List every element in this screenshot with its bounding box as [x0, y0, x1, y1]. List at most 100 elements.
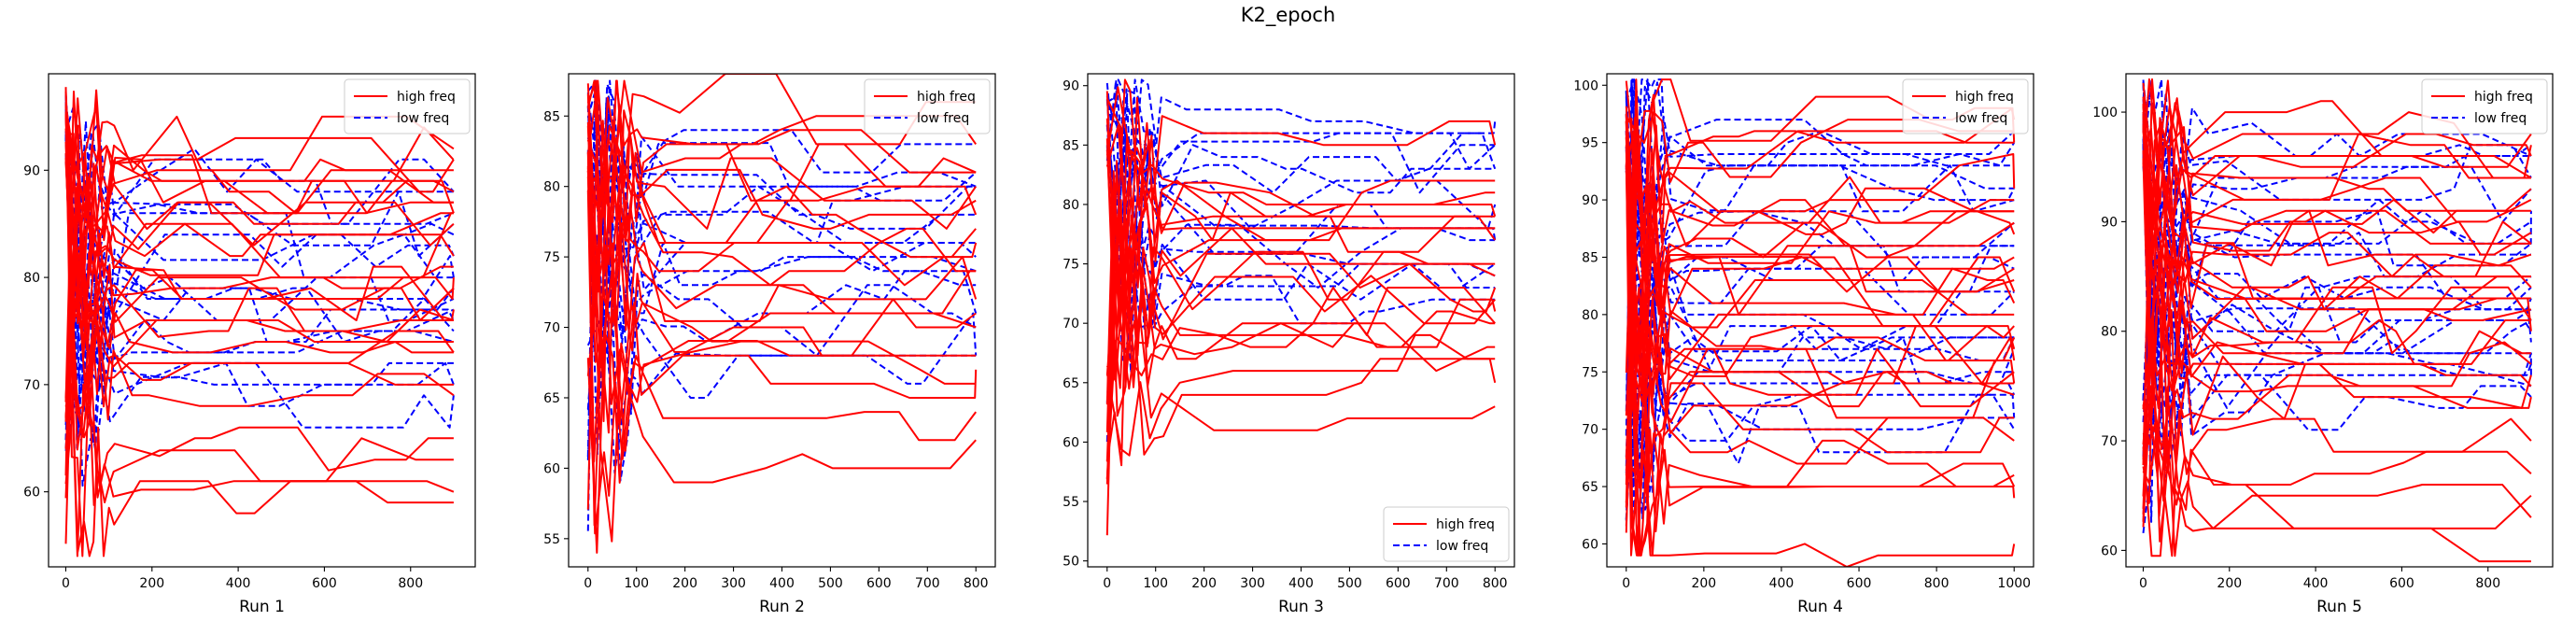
low-freq-line — [2142, 145, 2532, 389]
high-freq-line — [2142, 256, 2532, 504]
y-tick-label: 65 — [1582, 480, 1598, 495]
series-lines — [1625, 78, 2016, 567]
high-freq-line — [2142, 79, 2532, 228]
y-tick-label: 65 — [543, 391, 560, 406]
x-tick-label: 100 — [1143, 576, 1168, 591]
low-freq-line — [2142, 79, 2532, 292]
subplot-5: 0 200 400 600 800 60 70 80 90 100 Run 5 high freq lo… — [2092, 73, 2554, 616]
low-freq-line — [64, 137, 454, 450]
high-freq-line — [586, 151, 977, 329]
y-tick-label: 55 — [1063, 495, 1079, 510]
low-freq-line — [586, 106, 977, 316]
legend-box — [2421, 78, 2548, 134]
high-freq-line — [2142, 297, 2532, 515]
legend: high freq low freq — [1902, 78, 2029, 134]
x-tick-label: 0 — [584, 576, 592, 591]
high-freq-line — [1105, 139, 1496, 405]
x-tick-label: 600 — [866, 576, 892, 591]
y-tick-label: 75 — [543, 250, 560, 265]
high-freq-line — [586, 136, 977, 242]
high-freq-line — [64, 146, 455, 417]
high-freq-line — [2142, 353, 2532, 511]
legend-label-high-freq: high freq — [397, 90, 456, 105]
high-freq-line — [1105, 210, 1496, 485]
legend-label-low-freq: low freq — [1955, 111, 2007, 126]
legend-label-low-freq: low freq — [397, 111, 449, 126]
high-freq-line — [2142, 247, 2532, 438]
y-tick-label: 90 — [2101, 215, 2118, 230]
high-freq-line — [586, 151, 977, 527]
high-freq-line — [586, 302, 978, 554]
high-freq-line — [1625, 164, 2015, 557]
x-axis-label: Run 2 — [759, 598, 805, 616]
high-freq-line — [1105, 118, 1496, 431]
high-freq-line — [64, 141, 455, 557]
low-freq-line — [64, 131, 455, 487]
x-tick-label: 800 — [2475, 576, 2500, 591]
legend: high freq low freq — [2421, 78, 2548, 134]
x-tick-label: 400 — [1769, 576, 1795, 591]
high-freq-line — [1105, 223, 1496, 462]
low-freq-line — [1625, 209, 2015, 458]
y-tick-label: 85 — [1582, 250, 1598, 265]
high-freq-line — [64, 87, 454, 557]
low-freq-line — [64, 120, 454, 449]
x-tick-label: 0 — [1622, 576, 1630, 591]
x-tick-label: 200 — [2217, 576, 2242, 591]
low-freq-line — [1625, 96, 2015, 520]
x-tick-label: 700 — [915, 576, 940, 591]
subplot-4: 0 200 400 600 800 1000 60 65 70 75 80 85 90 95 100 Run … — [1573, 73, 2034, 616]
high-freq-line — [1105, 78, 1497, 376]
high-freq-line — [586, 165, 977, 463]
y-tick-label: 60 — [543, 461, 560, 476]
high-freq-line — [2142, 117, 2532, 410]
high-freq-line — [1625, 136, 2016, 557]
high-freq-line — [1625, 80, 2015, 224]
x-tick-label: 1000 — [1997, 576, 2031, 591]
high-freq-line — [2142, 111, 2532, 393]
x-tick-label: 400 — [2303, 576, 2329, 591]
high-freq-line — [586, 190, 978, 535]
high-freq-line — [586, 74, 977, 510]
y-tick-label: 80 — [543, 180, 560, 195]
high-freq-line — [1105, 333, 1496, 457]
x-tick-label: 600 — [312, 576, 337, 591]
x-axis-label: Run 3 — [1278, 598, 1324, 616]
low-freq-line — [64, 106, 455, 318]
high-freq-line — [64, 144, 454, 544]
low-freq-line — [2142, 116, 2532, 370]
x-tick-label: 400 — [769, 576, 795, 591]
x-tick-label: 600 — [2389, 576, 2414, 591]
x-tick-label: 200 — [1691, 576, 1716, 591]
x-tick-label: 800 — [1924, 576, 1950, 591]
legend-box — [1902, 78, 2029, 134]
low-freq-line — [2142, 323, 2532, 534]
series-lines — [2142, 78, 2532, 563]
y-tick-label: 60 — [23, 486, 40, 501]
low-freq-line — [1625, 78, 2015, 277]
high-freq-line — [2142, 446, 2532, 557]
x-tick-label: 400 — [226, 576, 251, 591]
y-tick-label: 90 — [1063, 79, 1079, 94]
high-freq-line — [64, 161, 455, 332]
high-freq-line — [1626, 118, 2015, 362]
high-freq-line — [1625, 349, 2015, 471]
low-freq-line — [64, 122, 454, 426]
legend-label-high-freq: high freq — [1955, 90, 2014, 105]
high-freq-line — [1625, 184, 2016, 476]
low-freq-line — [1105, 78, 1496, 185]
high-freq-line — [64, 117, 454, 451]
high-freq-line — [1625, 134, 2016, 423]
high-freq-line — [1625, 165, 2016, 380]
x-tick-label: 300 — [721, 576, 746, 591]
x-tick-label: 300 — [1240, 576, 1265, 591]
legend: high freq low freq — [344, 78, 471, 134]
low-freq-line — [1625, 78, 2016, 467]
x-tick-label: 200 — [139, 576, 164, 591]
low-freq-line — [1625, 164, 2016, 426]
high-freq-line — [64, 104, 454, 242]
high-freq-line — [64, 153, 454, 347]
high-freq-line — [64, 308, 455, 499]
y-tick-label: 50 — [1063, 555, 1079, 570]
x-tick-label: 0 — [2139, 576, 2147, 591]
